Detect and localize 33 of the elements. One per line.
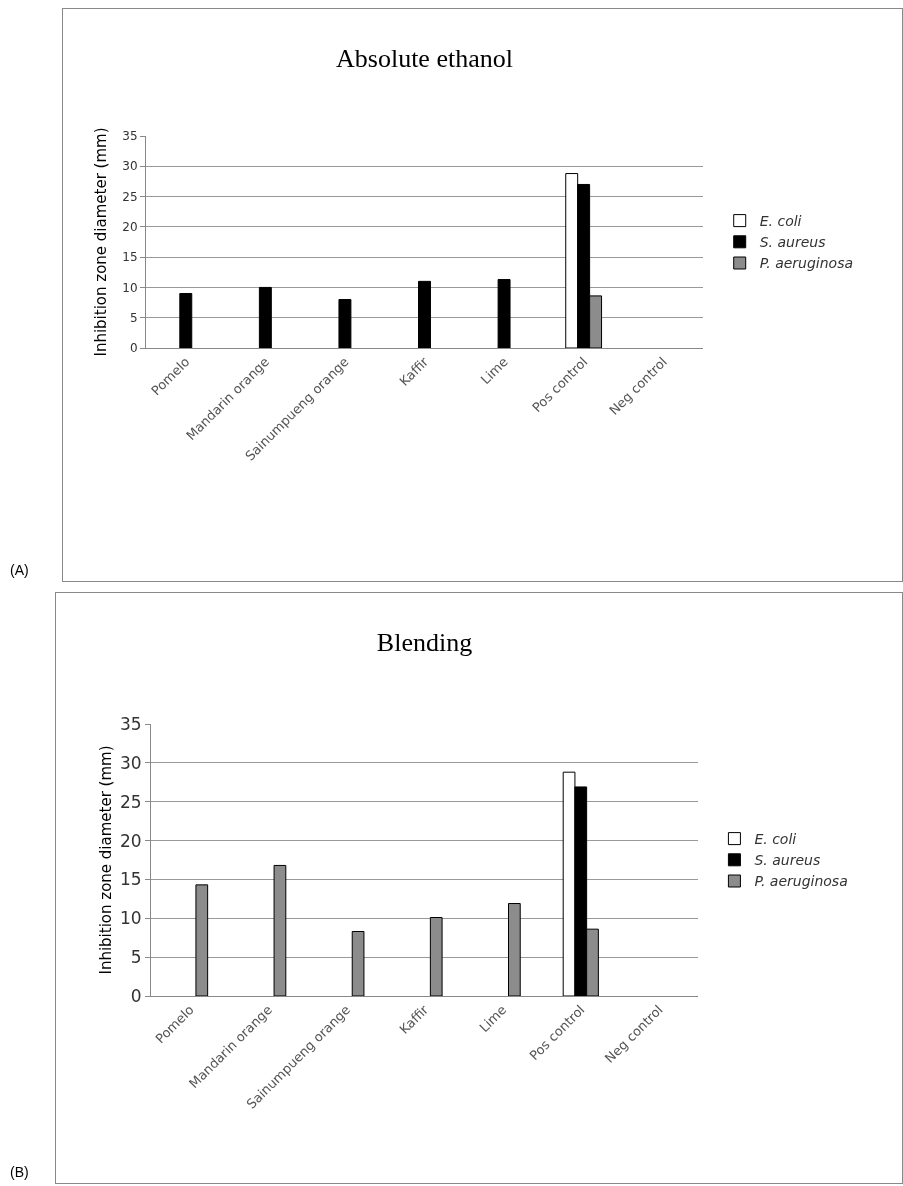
bar	[418, 280, 431, 348]
y-tick-label: 10	[122, 280, 138, 295]
chart-title: Blending	[376, 628, 473, 657]
bar	[338, 299, 352, 348]
y-tick-label: 15	[119, 869, 142, 890]
y-tick-label: 0	[129, 341, 138, 356]
legend-label: S. aureus	[759, 234, 826, 251]
y-axis-title: Inhibition zone diameter (mm)	[97, 745, 115, 975]
y-tick-label: 15	[122, 250, 138, 265]
y-tick-label: 5	[130, 947, 142, 968]
y-tick-label: 20	[119, 830, 142, 851]
text: (A)	[10, 562, 29, 578]
y-tick-label: 30	[122, 159, 138, 174]
text: (B)	[10, 1164, 29, 1180]
y-tick-label: 5	[129, 310, 138, 325]
legend-label: P. aeruginosa	[754, 873, 848, 890]
bar	[497, 279, 511, 348]
y-tick-label: 35	[119, 713, 142, 734]
y-tick-label: 35	[122, 129, 138, 144]
y-tick-label: 25	[122, 189, 138, 204]
y-axis-title: Inhibition zone diameter (mm)	[92, 127, 110, 357]
y-tick-label: 30	[119, 752, 142, 773]
bar	[179, 292, 193, 348]
legend-label: P. aeruginosa	[759, 255, 854, 272]
y-tick-label: 0	[130, 985, 142, 1006]
legend-label: E. coli	[754, 831, 797, 848]
bar	[258, 286, 272, 348]
y-tick-label: 25	[119, 791, 142, 812]
legend-label: S. aureus	[754, 852, 821, 869]
legend-label: E. coli	[759, 213, 802, 230]
chart-title: Absolute ethanol	[336, 43, 513, 73]
y-tick-label: 10	[119, 908, 142, 929]
y-tick-label: 20	[122, 220, 138, 235]
